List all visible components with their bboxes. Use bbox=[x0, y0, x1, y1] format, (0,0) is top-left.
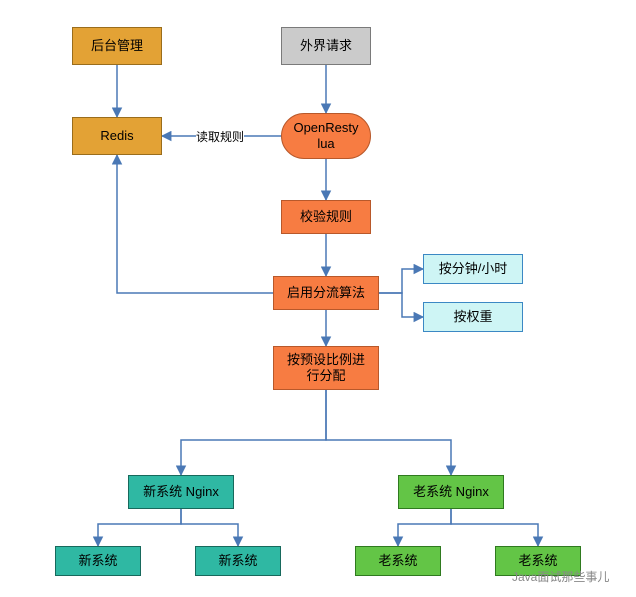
node-new2: 新系统 bbox=[195, 546, 281, 576]
node-validate: 校验规则 bbox=[281, 200, 371, 234]
node-algo: 启用分流算法 bbox=[273, 276, 379, 310]
edge-algo-redis bbox=[117, 155, 273, 293]
node-openresty: OpenRestylua bbox=[281, 113, 371, 159]
node-old1: 老系统 bbox=[355, 546, 441, 576]
edge-algo-by_time bbox=[379, 269, 423, 293]
node-old_nginx: 老系统 Nginx bbox=[398, 475, 504, 509]
node-by_time: 按分钟/小时 bbox=[423, 254, 523, 284]
node-preset: 按预设比例进行分配 bbox=[273, 346, 379, 390]
edge-label-2: 读取规则 bbox=[196, 128, 244, 145]
flowchart-canvas: 后台管理 外界请求 Redis OpenRestylua 校验规则启用分流算法 按分钟/小… bbox=[0, 0, 636, 597]
node-redis: Redis bbox=[72, 117, 162, 155]
edge-algo-by_weight bbox=[379, 293, 423, 317]
node-request: 外界请求 bbox=[281, 27, 371, 65]
edge-preset-old_nginx bbox=[326, 390, 451, 475]
node-admin: 后台管理 bbox=[72, 27, 162, 65]
node-new_nginx: 新系统 Nginx bbox=[128, 475, 234, 509]
edge-new_nginx-new1 bbox=[98, 509, 181, 546]
node-new1: 新系统 bbox=[55, 546, 141, 576]
edge-preset-new_nginx bbox=[181, 390, 326, 475]
edge-old_nginx-old1 bbox=[398, 509, 451, 546]
watermark-text: Java面试那些事儿 bbox=[512, 568, 609, 585]
edge-old_nginx-old2 bbox=[451, 509, 538, 546]
edge-new_nginx-new2 bbox=[181, 509, 238, 546]
node-by_weight: 按权重 bbox=[423, 302, 523, 332]
